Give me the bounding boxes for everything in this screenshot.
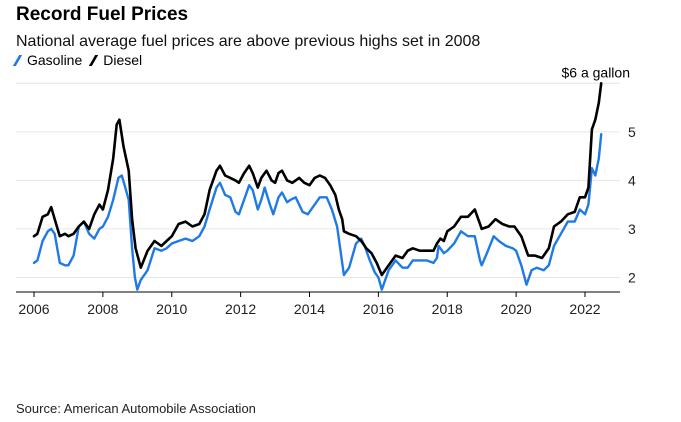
x-tick-label-2010: 2010	[156, 301, 187, 317]
x-tick-label-2020: 2020	[501, 301, 532, 317]
y-tick-label-2: 2	[628, 269, 636, 285]
chart-title: Record Fuel Prices	[16, 4, 189, 25]
legend-label-diesel: Diesel	[103, 52, 143, 68]
x-tick-label-2016: 2016	[363, 301, 394, 317]
gridlines	[16, 82, 620, 278]
y-tick-label-4: 4	[628, 172, 636, 188]
annotation-label: $6 a gallon	[561, 64, 630, 80]
series-layer	[32, 82, 603, 291]
x-axis: 2006 2008 2010 2012 2014 2016 2018 2020 2022	[16, 291, 620, 317]
x-tick-label-2008: 2008	[87, 301, 118, 317]
y-tick-label-5: 5	[628, 124, 636, 140]
series-line-gasoline	[32, 133, 603, 291]
x-tick-label-2012: 2012	[225, 301, 256, 317]
chart-subtitle: National average fuel prices are above p…	[16, 33, 481, 50]
x-tick-label-2018: 2018	[432, 301, 463, 317]
series-line-diesel	[32, 82, 603, 277]
x-tick-label-2014: 2014	[294, 301, 325, 317]
legend-item-gasoline: Gasoline	[12, 52, 83, 68]
x-tick-label-2022: 2022	[569, 301, 600, 317]
x-tick-label-2006: 2006	[18, 301, 49, 317]
y-axis: 2 3 4 5	[628, 124, 636, 286]
y-tick-label-3: 3	[628, 221, 636, 237]
legend-label-gasoline: Gasoline	[27, 52, 83, 68]
legend: Gasoline Diesel	[12, 52, 143, 68]
legend-item-diesel: Diesel	[89, 52, 143, 68]
source-note: Source: American Automobile Association	[16, 401, 256, 416]
